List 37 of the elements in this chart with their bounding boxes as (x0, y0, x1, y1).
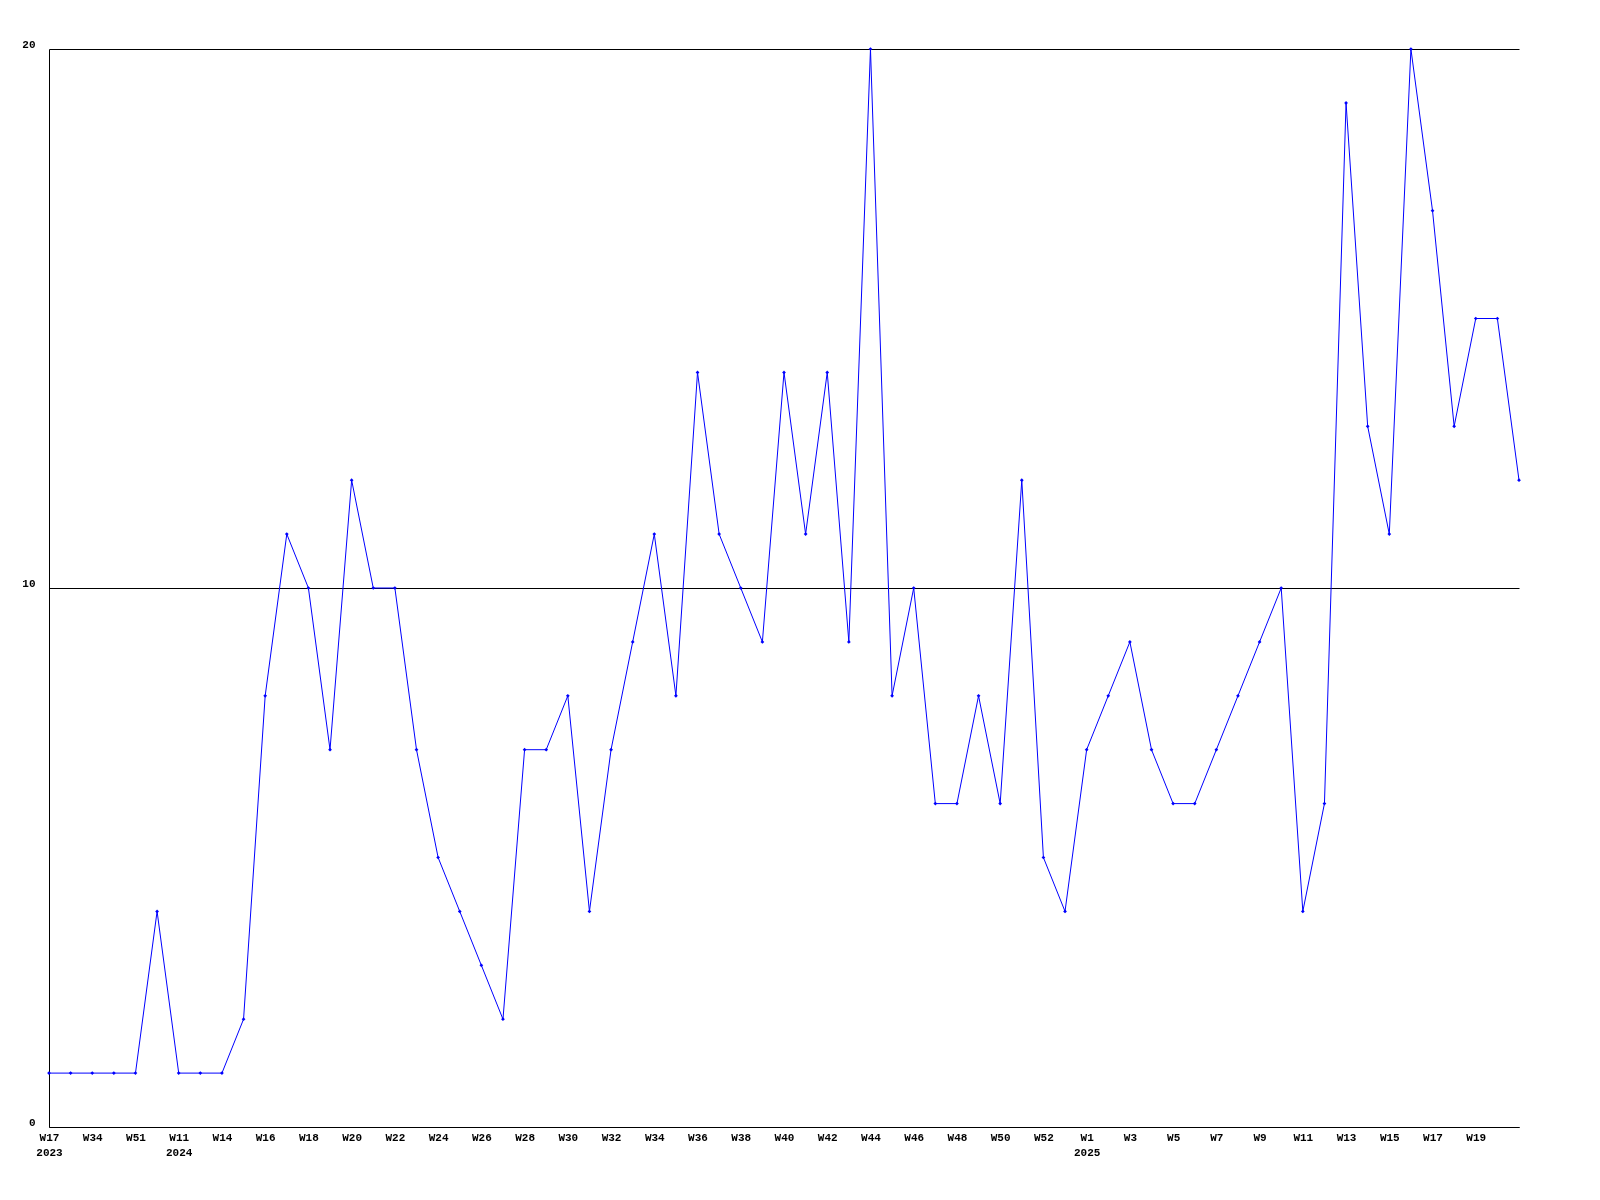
x-tick-label: W17 (1423, 1131, 1443, 1144)
x-tick-label: W32 (601, 1131, 622, 1144)
x-tick-label: W19 (1466, 1131, 1487, 1144)
x-tick-label: W9 (1253, 1131, 1267, 1144)
x-tick-label: W7 (1210, 1131, 1224, 1144)
y-tick-label: 10 (22, 577, 36, 590)
x-tick-label: W1 2025 (1073, 1131, 1101, 1159)
x-tick-label: W11 2024 (166, 1131, 193, 1159)
x-tick-label: W24 (428, 1131, 449, 1144)
x-tick-label: W46 (904, 1131, 925, 1144)
x-tick-label: W30 (558, 1131, 579, 1144)
x-tick-label: W44 (861, 1131, 882, 1144)
x-tick-label: W13 (1336, 1131, 1357, 1144)
x-tick-label: W34 (644, 1131, 666, 1144)
y-tick-label: 20 (22, 38, 36, 51)
x-tick-label: W14 (212, 1131, 233, 1144)
x-tick-label: W3 (1123, 1131, 1138, 1144)
x-tick-label: W51 (126, 1131, 147, 1144)
x-tick-label: W42 (817, 1131, 838, 1144)
x-tick-label: W40 (774, 1131, 795, 1144)
x-tick-label: W36 (688, 1131, 708, 1144)
x-tick-label: W26 (471, 1131, 492, 1144)
x-tick-label: W20 (342, 1131, 363, 1144)
x-tick-label: W17 2023 (36, 1131, 64, 1159)
x-tick-label: W18 (299, 1131, 320, 1144)
x-tick-label: W38 (731, 1131, 752, 1144)
x-tick-label: W22 (385, 1131, 406, 1144)
x-tick-label: W16 (255, 1131, 276, 1144)
x-tick-label: W52 (1034, 1131, 1054, 1144)
x-tick-label: W48 (947, 1131, 968, 1144)
x-tick-label: W11 (1293, 1131, 1314, 1144)
x-tick-label: W50 (990, 1131, 1011, 1144)
x-tick-label: W28 (515, 1131, 536, 1144)
x-tick-label: W15 (1379, 1131, 1401, 1144)
x-tick-label: W5 (1167, 1131, 1181, 1144)
x-tick-label: W34 (82, 1131, 104, 1144)
y-tick-label: 0 (28, 1116, 36, 1129)
